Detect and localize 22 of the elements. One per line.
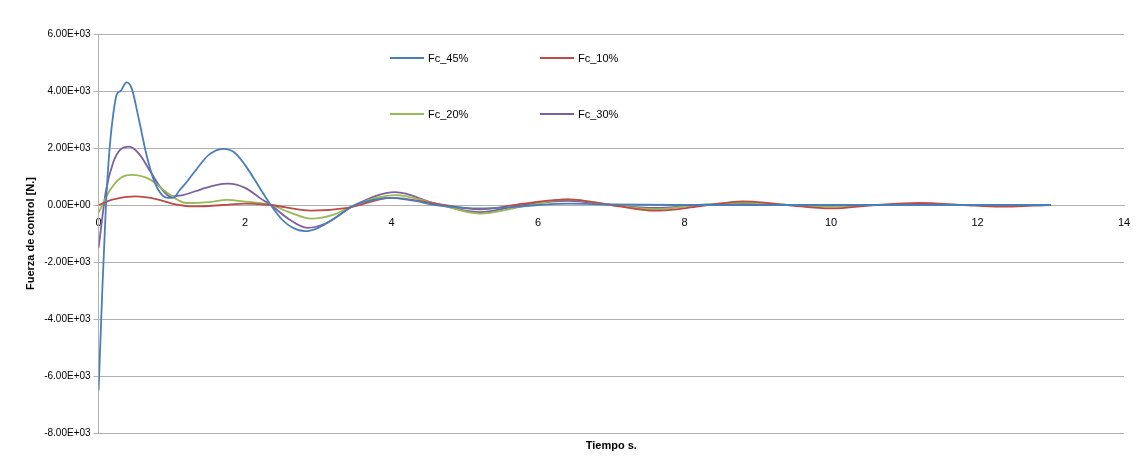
y-tick-label: 2.00E+03 — [47, 141, 92, 153]
legend-label: Fc_45% — [428, 52, 469, 64]
line-series — [98, 81, 1052, 392]
x-tick-label: 8 — [681, 215, 688, 228]
x-tick-label: 2 — [242, 215, 249, 228]
y-tick-label: -8.00E+03 — [44, 426, 92, 438]
y-tick-label: 0.00E+00 — [47, 198, 92, 210]
legend-label: Fc_10% — [578, 52, 619, 64]
x-axis-title: Tiempo s. — [585, 439, 637, 451]
x-tick-label: 6 — [535, 215, 542, 228]
legend-label: Fc_30% — [578, 108, 619, 120]
y-axis-title: Fuerza de control [N.] — [23, 176, 36, 291]
y-tick-label: -6.00E+03 — [44, 369, 92, 381]
x-tick-label: 10 — [824, 215, 838, 228]
x-tick-label: 4 — [388, 215, 395, 228]
y-tick-label: 6.00E+03 — [47, 27, 92, 39]
x-tick-label: 12 — [971, 215, 984, 228]
y-tick-label: 4.00E+03 — [47, 84, 92, 96]
y-tick-label: -4.00E+03 — [44, 312, 92, 324]
x-tick-label: 14 — [1117, 215, 1131, 228]
y-tick-label: -2.00E+03 — [44, 255, 92, 267]
legend-label: Fc_20% — [428, 108, 469, 120]
